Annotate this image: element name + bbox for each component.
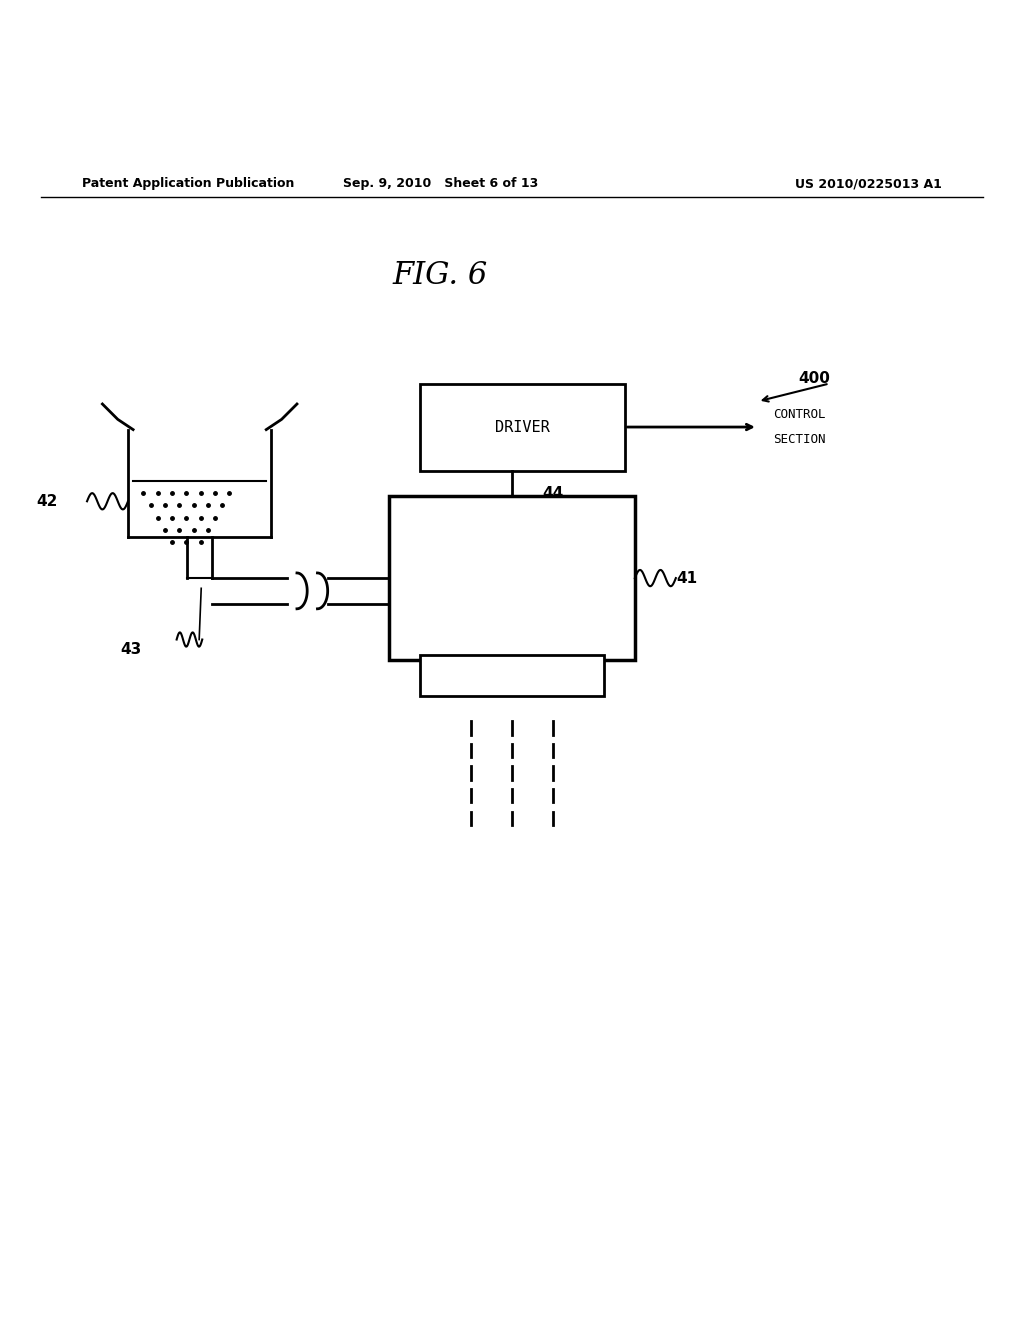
- Text: DRIVER: DRIVER: [495, 420, 550, 434]
- Text: 400: 400: [799, 371, 830, 385]
- Text: SECTION: SECTION: [773, 433, 825, 446]
- Text: 43: 43: [121, 643, 141, 657]
- Text: 42: 42: [36, 494, 57, 508]
- FancyBboxPatch shape: [389, 496, 635, 660]
- Text: FIG. 6: FIG. 6: [392, 260, 488, 292]
- Text: 44: 44: [543, 486, 564, 502]
- Text: CONTROL: CONTROL: [773, 408, 825, 421]
- Text: Sep. 9, 2010   Sheet 6 of 13: Sep. 9, 2010 Sheet 6 of 13: [343, 177, 538, 190]
- FancyBboxPatch shape: [420, 655, 604, 696]
- Text: Patent Application Publication: Patent Application Publication: [82, 177, 294, 190]
- FancyBboxPatch shape: [420, 384, 625, 470]
- Text: 41: 41: [676, 570, 697, 586]
- Text: US 2010/0225013 A1: US 2010/0225013 A1: [796, 177, 942, 190]
